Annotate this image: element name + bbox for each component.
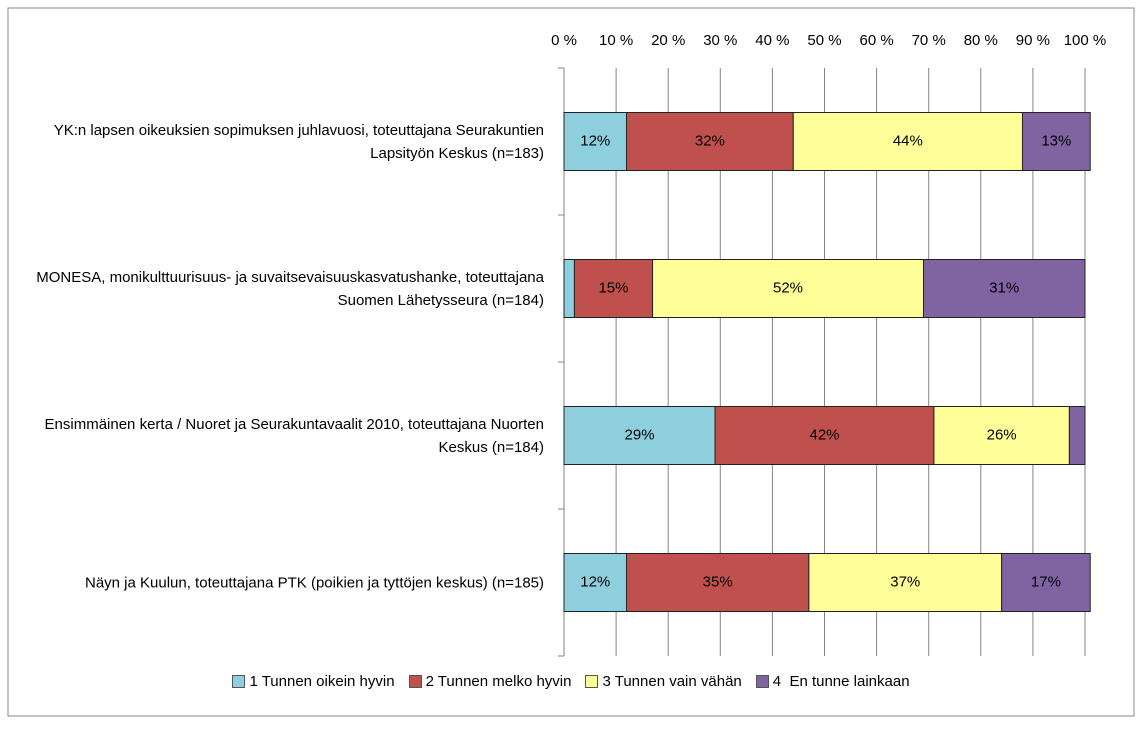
bar-segment (563, 553, 628, 612)
x-tick-label: 80 % (964, 32, 998, 49)
bar-segment (626, 553, 810, 612)
bar-segment (626, 112, 794, 171)
data-label: 31% (989, 279, 1019, 296)
bar-segment (808, 553, 1003, 612)
legend-label: 3 Tunnen vain vähän (602, 673, 742, 690)
bar-segment (563, 259, 575, 318)
legend-label: 2 Tunnen melko hyvin (425, 673, 572, 690)
legend-swatch (585, 675, 599, 688)
data-label: 17% (1031, 573, 1061, 590)
legend-label: 4 En tunne lainkaan (772, 673, 910, 690)
x-tick-label: 30 % (703, 32, 737, 49)
legend-item: 1 Tunnen oikein hyvin (232, 673, 395, 690)
legend-swatch (755, 675, 769, 688)
x-tick-label: 40 % (755, 32, 789, 49)
data-label: 52% (773, 279, 803, 296)
legend-label: 1 Tunnen oikein hyvin (249, 673, 395, 690)
bar-segment (933, 406, 1070, 465)
x-tick-label: 60 % (859, 32, 893, 49)
data-label: 42% (809, 426, 839, 443)
bar-segment (1068, 406, 1086, 465)
legend-item: 4 En tunne lainkaan (755, 673, 910, 690)
bar-segment (563, 406, 716, 465)
x-tick-label: 90 % (1016, 32, 1050, 49)
bar-segment (1021, 112, 1091, 171)
data-label: 35% (703, 573, 733, 590)
legend-swatch (232, 675, 246, 688)
data-label: 12% (580, 573, 610, 590)
data-label: 29% (625, 426, 655, 443)
category-label: MONESA, monikulttuurisuus- ja suvaitseva… (36, 268, 544, 309)
legend-swatch (408, 675, 422, 688)
x-tick-label: 70 % (912, 32, 946, 49)
data-label: 26% (987, 426, 1017, 443)
data-label: 13% (1041, 132, 1071, 149)
x-tick-label: 10 % (599, 32, 633, 49)
bar-segment (573, 259, 654, 318)
bar-segment (1001, 553, 1091, 612)
chart-border (7, 7, 1135, 717)
data-label: 32% (695, 132, 725, 149)
bar-segment (652, 259, 924, 318)
bar-segment (922, 259, 1086, 318)
category-label: Näyn ja Kuulun, toteuttajana PTK (poikie… (84, 574, 544, 591)
data-label: 37% (890, 573, 920, 590)
x-tick-label: 50 % (807, 32, 841, 49)
x-tick-label: 100 % (1064, 32, 1107, 49)
data-label: 44% (893, 132, 923, 149)
category-label: YK:n lapsen oikeuksien sopimuksen juhlav… (53, 121, 544, 162)
data-label: 15% (598, 279, 628, 296)
bar-segment (714, 406, 935, 465)
x-tick-label: 0 % (551, 32, 577, 49)
legend: 1 Tunnen oikein hyvin 2 Tunnen melko hyvi… (0, 673, 1142, 690)
legend-item: 2 Tunnen melko hyvin (408, 673, 572, 690)
x-tick-label: 20 % (651, 32, 685, 49)
legend-item: 3 Tunnen vain vähän (585, 673, 742, 690)
category-label: Ensimmäinen kerta / Nuoret ja Seurakunta… (44, 415, 544, 456)
data-label: 12% (580, 132, 610, 149)
